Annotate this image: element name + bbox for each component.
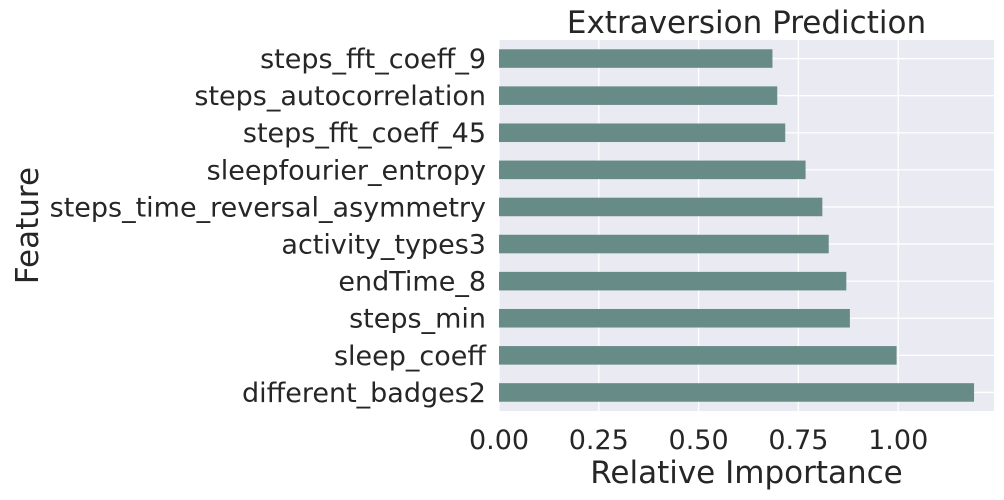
- bar-steps-min: [499, 308, 850, 328]
- y-tick-label: steps_min: [349, 304, 486, 335]
- x-tick-label: 0.25: [569, 425, 629, 456]
- x-tick-label: 1.00: [868, 425, 928, 456]
- x-tick-label: 0.00: [469, 425, 529, 456]
- bar-endtime-8: [499, 271, 847, 291]
- y-tick-label: different_badges2: [242, 378, 486, 409]
- x-tick-label: 0.50: [669, 425, 729, 456]
- x-tick-labels: 0.00 0.25 0.50 0.75 1.00: [469, 425, 928, 456]
- y-tick-label: sleepfourier_entropy: [207, 155, 486, 186]
- bar-steps-time-reversal-asymmetry: [499, 197, 823, 217]
- y-tick-label: steps_fft_coeff_9: [260, 44, 486, 75]
- bar-steps-fft-coeff-9: [499, 49, 773, 68]
- bar-sleepfourier-entropy: [499, 160, 806, 180]
- bar-activity-types3: [499, 234, 829, 254]
- x-tick-label: 0.75: [768, 425, 828, 456]
- y-tick-labels: steps_fft_coeff_9 steps_autocorrelationst…: [50, 44, 488, 409]
- bar-steps-autocorrelation: [499, 86, 778, 105]
- bar-steps-fft-coeff-45: [499, 123, 786, 143]
- bars: [499, 49, 975, 402]
- chart-title: Extraversion Prediction: [567, 5, 926, 41]
- y-axis-label: Feature: [10, 167, 46, 284]
- y-tick-label: steps_time_reversal_asymmetry: [50, 192, 486, 223]
- y-tick-label: endTime_8: [338, 267, 486, 298]
- bar-different-badges2: [499, 383, 975, 402]
- y-tick-label: sleep_coeff: [334, 341, 487, 372]
- y-tick-label: activity_types3: [281, 230, 486, 261]
- bar-sleep-coeff: [499, 346, 897, 365]
- y-tick-label: steps_fft_coeff_45: [243, 118, 486, 149]
- x-axis-label: Relative Importance: [590, 455, 903, 491]
- y-tick-label: steps_autocorrelation: [194, 81, 486, 112]
